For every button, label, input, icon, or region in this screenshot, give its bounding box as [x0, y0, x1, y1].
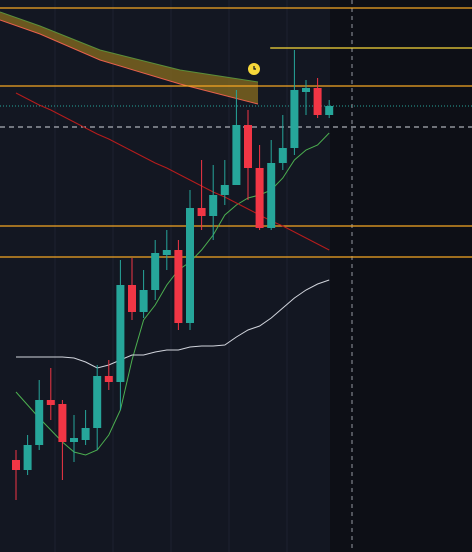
ma-line — [16, 279, 330, 369]
candle-body — [197, 208, 206, 216]
candle-body — [35, 400, 44, 445]
candle-body — [302, 88, 310, 92]
candle-body — [290, 90, 299, 148]
candle-body — [104, 376, 113, 382]
candle-body — [255, 168, 264, 228]
candle-body — [232, 125, 241, 185]
candle-body — [186, 208, 194, 323]
candle-body — [58, 404, 67, 442]
candle-body — [313, 88, 322, 115]
cloud-edge — [0, 11, 259, 83]
plot — [0, 7, 472, 500]
candle-body — [128, 285, 136, 312]
candle-body — [162, 250, 171, 255]
candle-body — [46, 400, 55, 405]
cloud — [0, 12, 258, 104]
candle-body — [174, 250, 183, 323]
future-area — [330, 0, 472, 552]
candle-body — [70, 438, 78, 442]
ma-line — [15, 92, 330, 251]
candle-body — [151, 253, 160, 290]
candle-body — [116, 285, 125, 382]
alert-hand — [253, 66, 256, 70]
ma-line — [15, 132, 330, 456]
candle-body — [93, 376, 102, 428]
candle-body — [139, 290, 148, 312]
candle-body — [244, 125, 252, 168]
candle-body — [278, 148, 287, 163]
candle-body — [220, 185, 229, 195]
candle-body — [325, 106, 334, 115]
candle-body — [209, 195, 218, 216]
candle-body — [267, 163, 276, 228]
candle-body — [23, 445, 32, 470]
candle-body — [81, 428, 90, 440]
alert-icon — [248, 63, 260, 75]
candle-body — [12, 460, 20, 470]
cloud-edge — [0, 19, 259, 105]
